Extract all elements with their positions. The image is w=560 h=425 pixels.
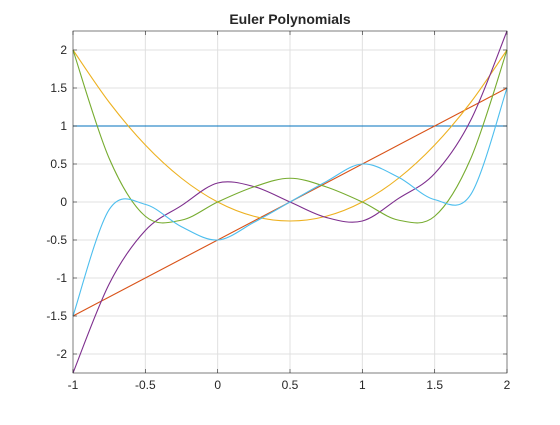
x-tick-label: 0: [214, 378, 221, 392]
series-line-5: [72, 49, 508, 224]
ticks: -1 -0.5 0 0.5 1 1.5 2 2 1.5 1 0.5 0 -0.5 -1 -1.5 -2: [46, 31, 511, 392]
y-tick-label: 0: [60, 195, 67, 209]
x-tick-label: 2: [504, 378, 511, 392]
x-tick-label: 1: [359, 378, 366, 392]
y-tick-label: -1: [56, 271, 67, 285]
y-tick-label: -2: [56, 347, 67, 361]
series-line-6: [72, 87, 508, 317]
x-tick-label: -1: [68, 378, 79, 392]
x-tick-label: 0.5: [282, 378, 299, 392]
x-tick-label: 1.5: [426, 378, 443, 392]
y-tick-label: -0.5: [46, 233, 67, 247]
y-tick-label: 0.5: [50, 157, 67, 171]
series-line-3: [72, 49, 508, 222]
y-tick-label: 2: [60, 43, 67, 57]
y-tick-label: 1.5: [50, 81, 67, 95]
x-tick-label: -0.5: [135, 378, 156, 392]
chart-title: Euler Polynomials: [229, 11, 351, 27]
y-tick-label: 1: [60, 119, 67, 133]
series-group: [72, 30, 508, 374]
y-tick-label: -1.5: [46, 309, 67, 323]
